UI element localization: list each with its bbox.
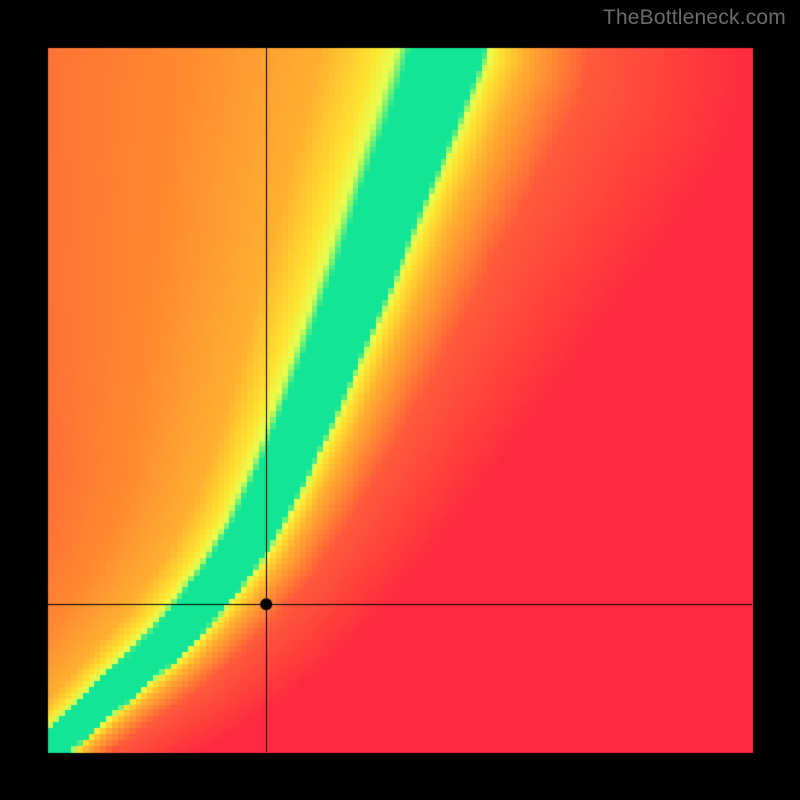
heatmap-canvas [0,0,800,800]
chart-container: TheBottleneck.com [0,0,800,800]
watermark-text: TheBottleneck.com [603,6,786,30]
